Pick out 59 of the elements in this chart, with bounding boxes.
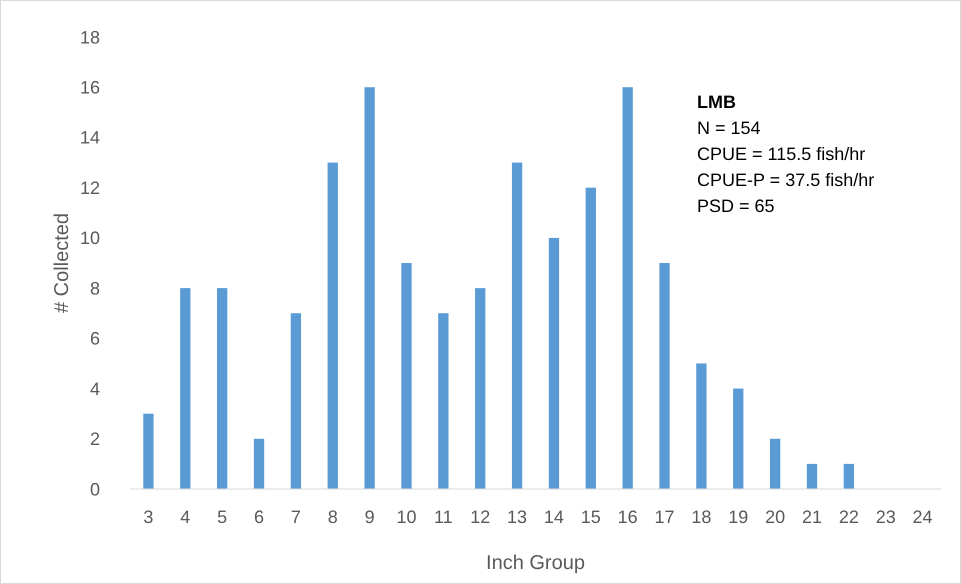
x-tick-label: 13: [507, 507, 528, 527]
y-tick-label: 12: [80, 178, 100, 198]
bar: [364, 87, 375, 489]
y-axis-title: # Collected: [51, 212, 73, 314]
bar: [770, 438, 780, 489]
x-tick-label: 18: [691, 507, 712, 527]
y-tick-label: 18: [80, 27, 100, 48]
x-tick-label: 12: [470, 507, 490, 527]
x-tick-label: 4: [180, 507, 190, 527]
x-tick-label: 14: [544, 507, 564, 527]
x-tick-label: 7: [290, 507, 301, 527]
y-tick-label: 10: [80, 228, 100, 248]
bar: [328, 162, 338, 489]
bar: [217, 288, 228, 489]
bar: [659, 263, 670, 489]
x-tick-label: 11: [434, 507, 453, 527]
x-tick-label: 9: [364, 507, 375, 527]
bar: [475, 288, 486, 489]
bar: [622, 87, 633, 489]
bar: [586, 188, 596, 489]
y-tick-label: 4: [90, 378, 100, 399]
x-tick-label: 3: [143, 507, 154, 527]
bar: [290, 313, 302, 489]
annotation: CPUE = 115.5 fish/hr: [697, 144, 866, 164]
x-tick-label: 6: [254, 507, 264, 527]
x-tick-label: 24: [912, 507, 933, 527]
x-tick-label: 22: [838, 507, 859, 527]
x-axis-title: Inch Group: [486, 552, 585, 574]
bar: [844, 464, 854, 489]
x-tick-label: 17: [654, 507, 675, 527]
x-tick-label: 23: [876, 507, 896, 527]
y-tick-label: 8: [90, 278, 100, 298]
annotation: CPUE-P = 37.5 fish/hr: [697, 170, 874, 190]
bar: [512, 162, 522, 489]
x-tick-label: 16: [618, 507, 638, 527]
bar: [180, 288, 190, 489]
bar: [143, 414, 154, 489]
x-tick-label: 20: [765, 507, 786, 527]
x-tick-label: 21: [802, 507, 822, 527]
y-tick-label: 6: [90, 328, 100, 349]
y-tick-label: 16: [80, 78, 100, 98]
bar: [696, 363, 707, 489]
y-tick-label: 0: [90, 479, 100, 500]
x-tick-label: 19: [728, 507, 748, 527]
x-tick-label: 5: [217, 507, 228, 527]
bar: [401, 263, 412, 489]
annotation: LMB: [697, 92, 736, 112]
y-tick-label: 14: [80, 128, 100, 148]
bar: [254, 438, 264, 489]
x-tick-label: 10: [396, 507, 416, 527]
bar: [548, 238, 560, 489]
x-tick-label: 15: [580, 507, 601, 527]
x-tick-label: 8: [328, 507, 338, 527]
bar: [733, 388, 744, 489]
bar: [438, 313, 448, 489]
bar: [806, 464, 818, 489]
y-tick-label: 2: [90, 429, 100, 450]
annotation: N = 154: [697, 118, 761, 138]
annotation: PSD = 65: [697, 196, 775, 216]
